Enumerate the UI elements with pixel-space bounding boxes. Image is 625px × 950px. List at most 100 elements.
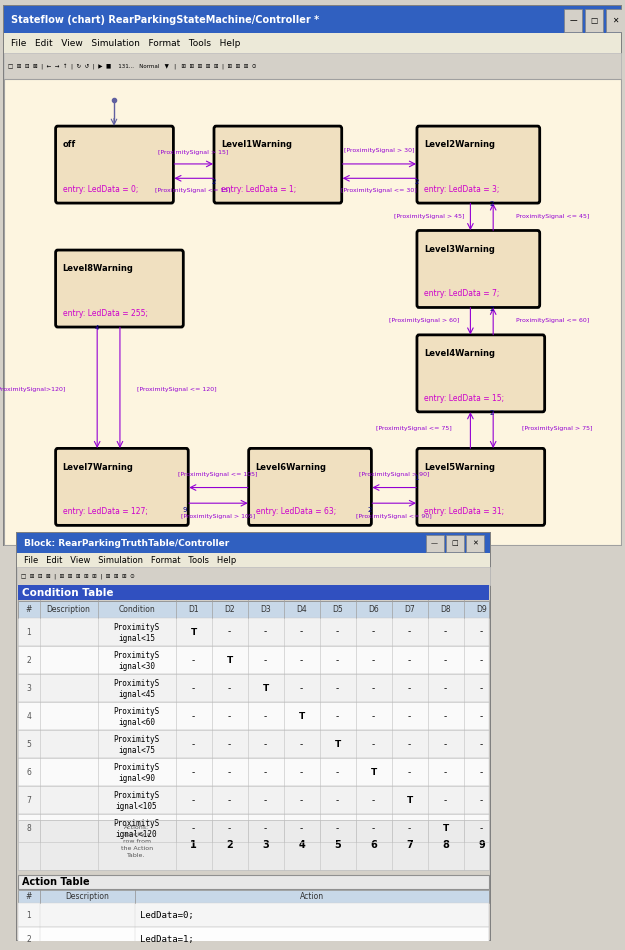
Text: 8: 8 — [442, 840, 449, 850]
FancyBboxPatch shape — [18, 903, 489, 927]
Text: [ProximitySignal > 90]: [ProximitySignal > 90] — [359, 472, 429, 477]
Text: ignal<45: ignal<45 — [118, 690, 155, 699]
Text: 2: 2 — [226, 840, 233, 850]
Text: -: - — [264, 740, 268, 749]
FancyBboxPatch shape — [56, 250, 183, 327]
FancyBboxPatch shape — [56, 448, 188, 525]
Text: entry: LedData = 0;: entry: LedData = 0; — [62, 185, 138, 194]
Text: 7: 7 — [406, 840, 413, 850]
Text: -: - — [300, 768, 303, 777]
Text: -: - — [192, 656, 195, 665]
Text: 2: 2 — [490, 410, 494, 416]
FancyBboxPatch shape — [466, 535, 484, 552]
Text: -: - — [192, 824, 195, 833]
Text: ignal<60: ignal<60 — [118, 718, 155, 727]
Text: Stateflow (chart) RearParkingStateMachine/Controller *: Stateflow (chart) RearParkingStateMachin… — [11, 15, 319, 26]
FancyBboxPatch shape — [18, 787, 489, 814]
Text: -: - — [228, 824, 231, 833]
Text: [ProximitySignal>120]: [ProximitySignal>120] — [0, 388, 66, 392]
Text: off: off — [62, 141, 76, 149]
Text: Level1Warning: Level1Warning — [221, 141, 292, 149]
Text: 5: 5 — [334, 840, 341, 850]
Text: -: - — [444, 740, 448, 749]
Text: -: - — [408, 656, 411, 665]
Text: [ProximitySignal <= 30]: [ProximitySignal <= 30] — [341, 187, 418, 193]
Text: ProximitySignal <= 60]: ProximitySignal <= 60] — [516, 318, 589, 323]
Text: -: - — [372, 740, 375, 749]
Text: Description: Description — [65, 892, 109, 902]
Text: ignal<120: ignal<120 — [116, 830, 158, 839]
Text: -: - — [336, 628, 339, 636]
Text: -: - — [192, 684, 195, 693]
FancyBboxPatch shape — [3, 5, 622, 546]
FancyBboxPatch shape — [18, 731, 489, 758]
Text: -: - — [264, 824, 268, 833]
Text: ProximitySignal <= 45]: ProximitySignal <= 45] — [516, 214, 589, 218]
FancyBboxPatch shape — [56, 126, 173, 203]
Text: -: - — [264, 796, 268, 805]
Text: Actions:: Actions: — [124, 825, 149, 830]
FancyBboxPatch shape — [16, 532, 491, 940]
Text: D5: D5 — [332, 605, 343, 614]
Text: [ProximitySignal <= 105]: [ProximitySignal <= 105] — [178, 472, 258, 477]
Text: 8: 8 — [26, 824, 31, 833]
Text: -: - — [480, 628, 483, 636]
Text: D9: D9 — [476, 605, 487, 614]
Text: -: - — [264, 656, 268, 665]
Text: -: - — [480, 740, 483, 749]
Text: -: - — [192, 740, 195, 749]
Text: -: - — [372, 656, 375, 665]
Text: -: - — [480, 684, 483, 693]
FancyBboxPatch shape — [18, 890, 489, 903]
FancyBboxPatch shape — [18, 618, 489, 646]
FancyBboxPatch shape — [417, 334, 544, 412]
FancyBboxPatch shape — [18, 927, 489, 950]
FancyBboxPatch shape — [18, 814, 489, 843]
Text: D1: D1 — [188, 605, 199, 614]
Text: row from: row from — [122, 839, 151, 844]
FancyBboxPatch shape — [426, 535, 444, 552]
Text: 2: 2 — [415, 180, 419, 185]
Text: -: - — [372, 824, 375, 833]
Text: T: T — [226, 656, 232, 665]
Text: [ProximitySignal > 75]: [ProximitySignal > 75] — [522, 427, 592, 431]
Text: -: - — [228, 628, 231, 636]
Text: 2: 2 — [368, 506, 372, 513]
Text: ProximityS: ProximityS — [114, 790, 160, 800]
FancyBboxPatch shape — [446, 535, 464, 552]
Text: [ProximitySignal <= 75]: [ProximitySignal <= 75] — [376, 427, 452, 431]
Text: -: - — [444, 768, 448, 777]
FancyBboxPatch shape — [417, 126, 540, 203]
FancyBboxPatch shape — [4, 53, 621, 79]
Text: —: — — [569, 16, 577, 25]
Text: 4: 4 — [298, 840, 305, 850]
FancyBboxPatch shape — [17, 533, 489, 553]
Text: -: - — [300, 824, 303, 833]
Text: D3: D3 — [260, 605, 271, 614]
Text: -: - — [300, 796, 303, 805]
FancyBboxPatch shape — [564, 9, 582, 32]
Text: 2: 2 — [212, 180, 216, 185]
Text: Description: Description — [47, 605, 91, 614]
Text: -: - — [264, 768, 268, 777]
Text: ProximityS: ProximityS — [114, 763, 160, 771]
Text: -: - — [444, 796, 448, 805]
Text: Action: Action — [299, 892, 324, 902]
Text: 2: 2 — [26, 656, 31, 665]
Text: Level2Warning: Level2Warning — [424, 141, 495, 149]
Text: 3: 3 — [26, 684, 31, 693]
Text: 1: 1 — [190, 840, 197, 850]
Text: -: - — [264, 712, 268, 721]
Text: T: T — [299, 712, 305, 721]
Text: -: - — [336, 712, 339, 721]
Text: D4: D4 — [296, 605, 307, 614]
Text: #: # — [26, 605, 32, 614]
Text: T: T — [262, 684, 269, 693]
Text: -: - — [408, 684, 411, 693]
FancyBboxPatch shape — [4, 6, 621, 33]
Text: □: □ — [591, 16, 598, 25]
Text: 1: 1 — [26, 628, 31, 636]
Text: Condition Table: Condition Table — [22, 587, 113, 598]
Text: 4: 4 — [95, 325, 99, 332]
FancyBboxPatch shape — [417, 448, 544, 525]
